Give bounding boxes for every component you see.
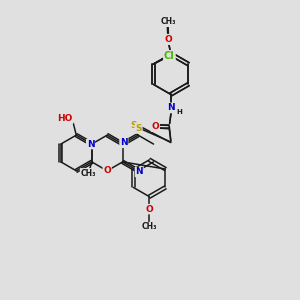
Text: N: N: [135, 167, 143, 176]
Text: CH₃: CH₃: [160, 17, 175, 26]
Text: H: H: [177, 109, 183, 115]
Text: CH₃: CH₃: [142, 223, 157, 232]
Text: HO: HO: [57, 114, 73, 123]
Text: O: O: [146, 205, 153, 214]
Text: N: N: [167, 103, 175, 112]
Text: O: O: [152, 122, 159, 131]
Text: O: O: [103, 166, 111, 175]
Text: N: N: [87, 140, 94, 148]
Text: S: S: [130, 121, 137, 130]
Text: N: N: [168, 103, 175, 112]
Text: CH₃: CH₃: [160, 17, 176, 26]
Text: Cl: Cl: [164, 51, 175, 61]
Text: O: O: [164, 34, 172, 43]
Text: O: O: [165, 35, 172, 44]
Text: Cl: Cl: [164, 51, 175, 61]
Text: S: S: [135, 124, 142, 133]
Text: H: H: [176, 109, 182, 115]
Text: CH₃: CH₃: [80, 169, 96, 178]
Text: N: N: [120, 138, 127, 147]
Text: O: O: [152, 122, 159, 131]
Text: S: S: [130, 122, 137, 131]
